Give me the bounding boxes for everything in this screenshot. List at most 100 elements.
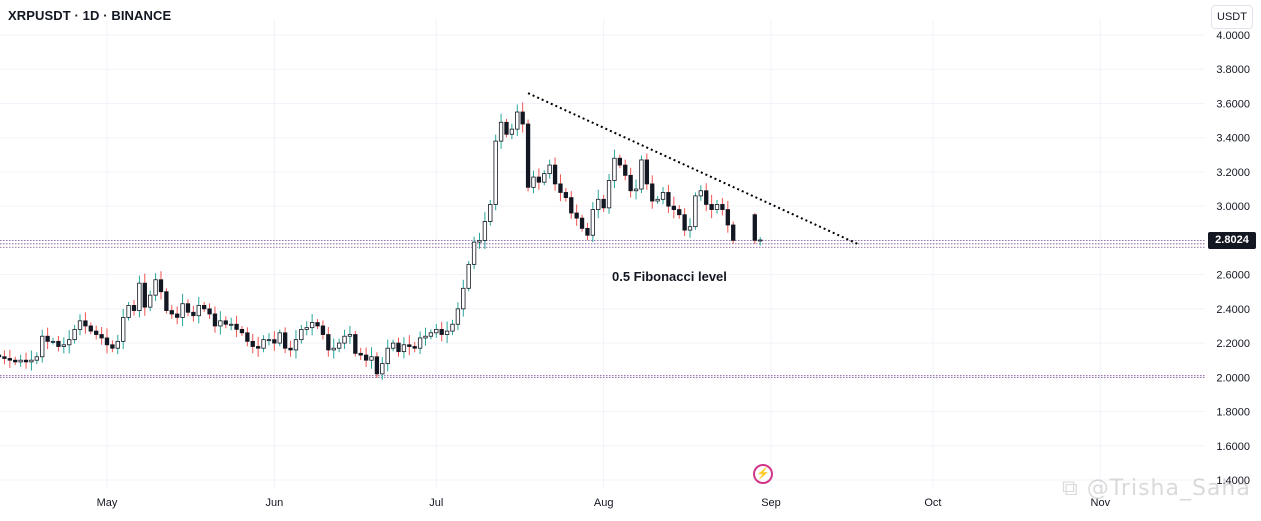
candle-body — [115, 340, 120, 349]
watermark-text: @Trisha_Saha — [1086, 476, 1251, 501]
candle-body — [293, 339, 299, 351]
candle-body — [542, 173, 547, 183]
x-tick-label: Oct — [924, 497, 941, 509]
candle-body — [212, 313, 218, 327]
candle-body — [175, 313, 180, 318]
candle-body — [347, 334, 353, 337]
candle-body — [331, 347, 336, 351]
candle-body — [623, 164, 628, 176]
candle-body — [239, 328, 245, 334]
candle-body — [250, 340, 255, 347]
y-tick-label: 2.2000 — [1216, 338, 1250, 350]
candle-body — [353, 334, 358, 354]
candle-body — [552, 164, 558, 185]
candle-body — [563, 192, 569, 198]
trendline — [527, 92, 858, 245]
currency-button[interactable]: USDT — [1211, 5, 1253, 29]
y-tick-label: 2.4000 — [1216, 304, 1250, 316]
candle-body — [158, 279, 164, 293]
candle-body — [525, 123, 531, 188]
last-price-label: 2.8024 — [1208, 231, 1256, 249]
candle-body — [180, 303, 185, 318]
candle-body — [104, 337, 110, 346]
candle-body — [455, 308, 461, 325]
candle-body — [207, 308, 212, 315]
candle-body — [450, 323, 455, 332]
candle-body — [142, 282, 147, 308]
x-tick-label: Jul — [429, 497, 443, 509]
candle-body — [520, 111, 525, 125]
candle-body — [423, 335, 428, 339]
candle-body — [417, 337, 423, 349]
candle-body — [137, 282, 142, 311]
candle-body — [202, 305, 207, 310]
candle-body — [83, 320, 88, 327]
candle-body — [758, 239, 763, 242]
candle-body — [498, 121, 504, 142]
x-tick-label: Sep — [761, 497, 781, 509]
candle-body — [671, 205, 676, 210]
candle-body — [412, 346, 417, 349]
y-tick-label: 4.0000 — [1216, 30, 1250, 42]
candle-body — [0, 354, 2, 358]
candle-body — [218, 320, 223, 327]
candle-body — [385, 347, 390, 365]
candle-body — [13, 359, 18, 363]
candle-body — [2, 356, 7, 359]
candle-body — [504, 121, 509, 135]
fibonacci-annotation: 0.5 Fibonacci level — [612, 269, 727, 284]
candle-body — [461, 287, 466, 310]
candle-body — [633, 188, 639, 192]
x-tick-label: Nov — [1091, 497, 1111, 509]
candle-body — [660, 192, 666, 200]
candle-body — [131, 305, 137, 311]
candle-body — [536, 176, 542, 183]
candle-body — [72, 328, 77, 341]
x-tick-label: May — [97, 497, 118, 509]
candle-body — [714, 204, 720, 210]
candle-body — [309, 322, 315, 329]
candle-body — [574, 212, 579, 219]
candle-body — [34, 356, 39, 361]
candle-body — [380, 363, 385, 375]
candle-body — [488, 204, 493, 222]
candle-body — [617, 157, 623, 166]
candle-body — [644, 159, 649, 185]
candle-body — [407, 344, 412, 347]
candle-body — [569, 197, 574, 214]
candle-body — [272, 339, 277, 344]
y-tick-label: 3.8000 — [1216, 64, 1250, 76]
candle-body — [509, 128, 515, 135]
candle-body — [585, 228, 590, 236]
candle-body — [304, 327, 309, 330]
candle-body — [282, 332, 288, 349]
candle-body — [153, 279, 158, 296]
candle-body — [596, 198, 601, 210]
candle-body — [515, 111, 520, 130]
candle-body — [77, 320, 83, 330]
candle-body — [110, 344, 115, 349]
y-tick-label: 3.4000 — [1216, 133, 1250, 145]
candle-body — [477, 239, 482, 243]
candle-body — [40, 335, 45, 358]
candle-body — [374, 356, 380, 375]
candle-body — [396, 342, 401, 353]
x-tick-label: Jun — [265, 497, 283, 509]
candle-body — [687, 226, 693, 231]
candle-body — [650, 183, 655, 202]
y-tick-label: 2.0000 — [1216, 372, 1250, 384]
candle-body — [29, 359, 34, 363]
lightning-bolt-icon[interactable]: ⚡ — [753, 464, 773, 484]
candle-body — [752, 214, 757, 241]
candle-body — [612, 157, 617, 181]
symbol-title: XRPUSDT · 1D · BINANCE — [8, 8, 172, 23]
candle-body — [698, 190, 703, 197]
y-tick-label: 1.6000 — [1216, 441, 1250, 453]
candle-body — [434, 328, 439, 334]
candle-body — [99, 334, 104, 339]
candle-body — [704, 190, 709, 205]
candle-body — [720, 204, 725, 210]
candle-body — [471, 241, 477, 265]
